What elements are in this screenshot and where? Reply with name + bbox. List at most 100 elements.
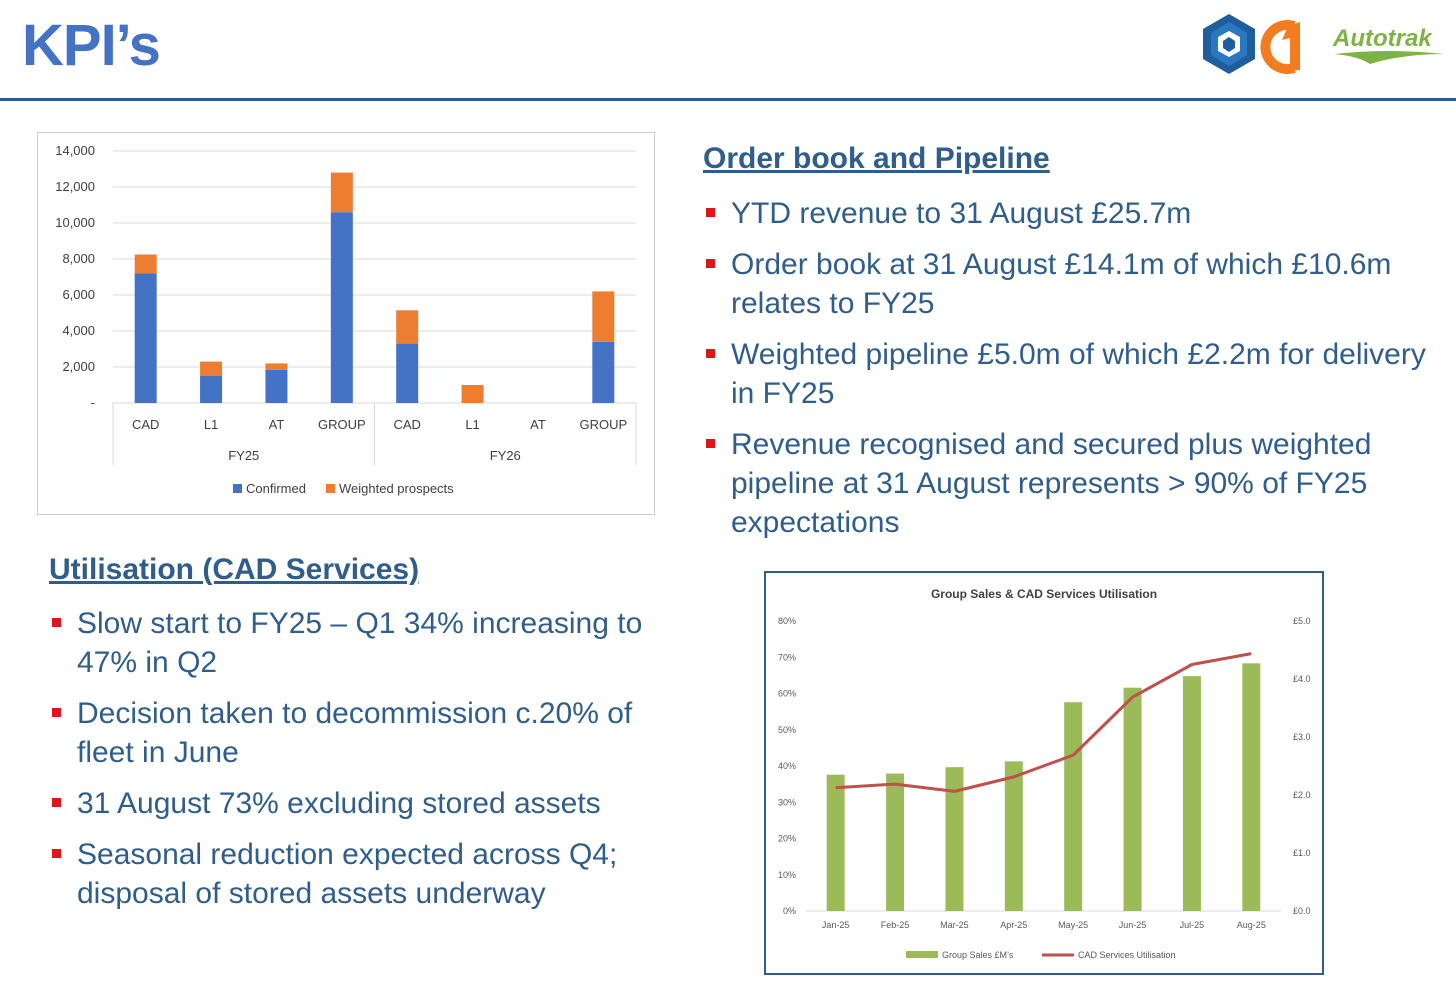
chart-title: Group Sales & CAD Services Utilisation (931, 587, 1157, 601)
bullet-icon (52, 708, 61, 717)
y-tick-label: 8,000 (62, 251, 95, 266)
sales-bar (945, 767, 964, 911)
weighted-bar (265, 363, 288, 370)
x-tick-label: Aug-25 (1237, 920, 1266, 930)
list-item: 31 August 73% excluding stored assets (49, 784, 649, 823)
right-axis-label: £4.0 (1293, 674, 1311, 684)
weighted-bar (330, 172, 353, 213)
list-item: Slow start to FY25 – Q1 34% increasing t… (49, 604, 649, 682)
x-tick-label: L1 (204, 417, 218, 432)
bullet-icon (706, 259, 715, 268)
logo-group: Autotrak (1198, 12, 1448, 78)
page-title: KPI’s (22, 13, 161, 78)
order-book-heading: Order book and Pipeline (703, 142, 1050, 175)
list-item: Decision taken to decommission c.20% of … (49, 694, 649, 772)
bullet-text: Order book at 31 August £14.1m of which … (731, 248, 1392, 320)
right-axis-label: £2.0 (1293, 790, 1311, 800)
x-tick-label: Apr-25 (1000, 920, 1027, 930)
weighted-bar (461, 385, 484, 403)
x-tick-label: Jan-25 (822, 920, 850, 930)
bullet-icon (52, 798, 61, 807)
weighted-bar (134, 254, 157, 274)
legend-swatch-confirmed (233, 484, 242, 493)
y-tick-label: 14,000 (55, 143, 95, 158)
hexagon-cube-logo-icon (1203, 14, 1255, 74)
autotrak-swoosh-icon (1334, 51, 1444, 64)
y-tick-label: 12,000 (55, 179, 95, 194)
bullet-text: YTD revenue to 31 August £25.7m (731, 197, 1192, 230)
bullet-text: Weighted pipeline £5.0m of which £2.2m f… (731, 338, 1426, 410)
x-tick-label: L1 (465, 417, 479, 432)
left-axis-label: 10% (778, 870, 796, 880)
utilisation-line (835, 652, 1252, 793)
x-tick-label: May-25 (1058, 920, 1088, 930)
legend-swatch-weighted (326, 484, 335, 493)
left-axis-label: 40% (778, 761, 796, 771)
legend-label: Weighted prospects (339, 481, 454, 496)
x-tick-label: Jul-25 (1180, 920, 1205, 930)
bullet-icon (706, 439, 715, 448)
y-tick-label: 2,000 (62, 359, 95, 374)
y-tick-label: 4,000 (62, 323, 95, 338)
x-tick-label: CAD (132, 417, 159, 432)
list-item: Revenue recognised and secured plus weig… (703, 425, 1443, 542)
y-tick-label: 10,000 (55, 215, 95, 230)
sales-utilisation-chart: Group Sales & CAD Services Utilisation 0… (764, 571, 1324, 975)
confirmed-bar (134, 273, 157, 403)
x-tick-label: Jun-25 (1119, 920, 1147, 930)
utilisation-heading: Utilisation (CAD Services) (49, 553, 420, 586)
weighted-bar (200, 361, 223, 376)
bullet-text: Revenue recognised and secured plus weig… (731, 428, 1372, 539)
legend-swatch-sales (906, 951, 938, 958)
x-tick-label: Mar-25 (940, 920, 969, 930)
bullet-icon (706, 349, 715, 358)
group-label: FY25 (228, 448, 259, 463)
utilisation-list: Slow start to FY25 – Q1 34% increasing t… (49, 604, 649, 925)
sales-bar (1123, 687, 1142, 911)
bullet-text: Slow start to FY25 – Q1 34% increasing t… (77, 607, 643, 679)
legend-label: Group Sales £M’s (942, 950, 1014, 960)
left-axis-label: 50% (778, 725, 796, 735)
bullet-icon (52, 849, 61, 858)
sales-bar (886, 773, 905, 911)
bullet-text: 31 August 73% excluding stored assets (77, 787, 601, 820)
list-item: Seasonal reduction expected across Q4; d… (49, 835, 649, 913)
sales-bar (1182, 676, 1201, 911)
y-tick-label: 6,000 (62, 287, 95, 302)
list-item: Weighted pipeline £5.0m of which £2.2m f… (703, 335, 1443, 413)
left-axis-label: 30% (778, 797, 796, 807)
bullet-icon (52, 618, 61, 627)
list-item: Order book at 31 August £14.1m of which … (703, 245, 1443, 323)
weighted-bar (592, 291, 615, 342)
sales-bar (1004, 761, 1023, 911)
bullet-icon (706, 208, 715, 217)
x-tick-label: GROUP (318, 417, 366, 432)
legend-label: Confirmed (246, 481, 306, 496)
weighted-bar (396, 310, 419, 344)
bullet-text: Decision taken to decommission c.20% of … (77, 697, 633, 769)
right-axis-label: £5.0 (1293, 616, 1311, 626)
x-tick-label: Feb-25 (881, 920, 910, 930)
right-axis-label: £3.0 (1293, 732, 1311, 742)
x-tick-label: AT (269, 417, 285, 432)
header-rule (0, 98, 1456, 101)
orange-one-logo-icon (1260, 20, 1300, 74)
group-label: FY26 (490, 448, 521, 463)
autotrak-brand-text: Autotrak (1332, 25, 1433, 52)
x-tick-label: CAD (393, 417, 420, 432)
confirmed-bar (396, 343, 419, 403)
x-tick-label: AT (530, 417, 546, 432)
left-axis-label: 20% (778, 834, 796, 844)
legend-label: CAD Services Utilisation (1078, 950, 1176, 960)
pipeline-chart: -2,000 4,000 6,000 8,000 10,000 12,000 14,000 … (37, 132, 655, 515)
y-tick-label: - (91, 395, 95, 410)
sales-bar (826, 774, 845, 911)
left-axis-label: 70% (778, 652, 796, 662)
confirmed-bar (592, 341, 615, 403)
left-axis-label: 60% (778, 689, 796, 699)
x-tick-label: GROUP (579, 417, 627, 432)
right-axis-label: £0.0 (1293, 906, 1311, 916)
pipeline-chart-svg: -2,0004,0006,0008,00010,00012,00014,000 … (55, 143, 637, 496)
logo-svg: Autotrak (1203, 14, 1444, 74)
order-book-list: YTD revenue to 31 August £25.7m Order bo… (703, 194, 1443, 554)
